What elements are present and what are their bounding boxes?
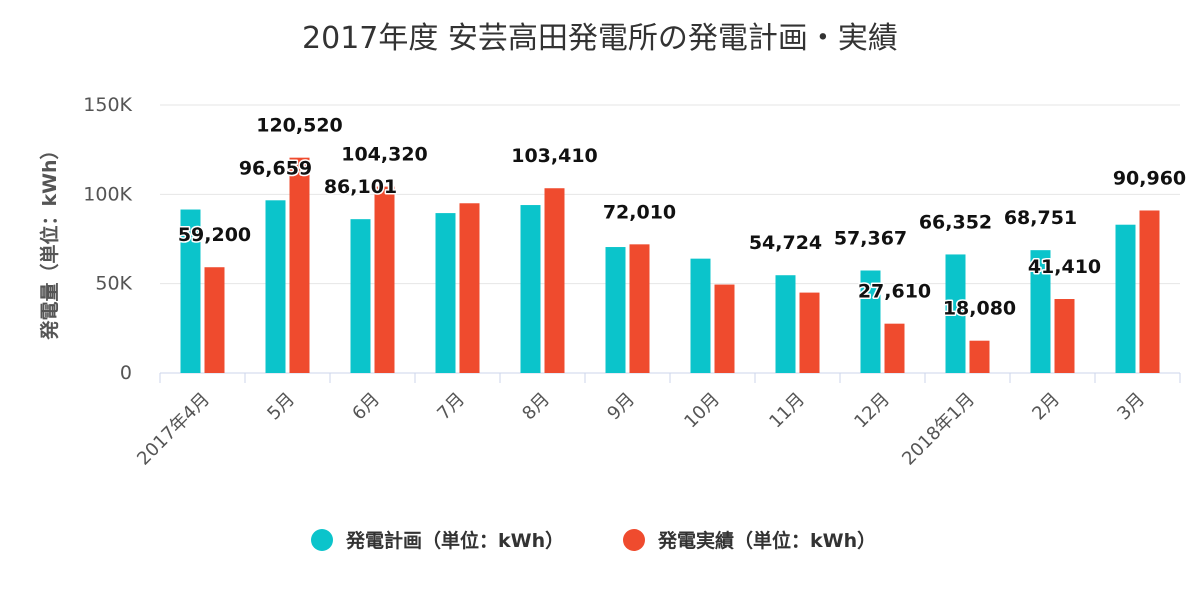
bar-s1-9	[969, 340, 990, 373]
x-tick-label-3: 7月	[433, 389, 469, 425]
y-axis-ticks: 0 50K 100K 150K	[83, 94, 132, 384]
x-tick-label-10: 2月	[1028, 389, 1064, 425]
x-tick-label-6: 10月	[680, 389, 724, 433]
x-tick-label-8: 12月	[850, 389, 894, 433]
y-axis-label: 発電量（単位：kWh）	[38, 140, 61, 340]
bar-s1-5	[629, 244, 650, 373]
data-label-s0-1: 96,659	[239, 157, 312, 179]
bar-s1-7	[799, 292, 820, 373]
legend-label-0: 発電計画（単位：kWh）	[345, 529, 564, 552]
bar-s0-2	[350, 219, 371, 373]
data-label-s1-11: 90,960	[1113, 167, 1186, 189]
data-label-s0-10: 68,751	[1004, 207, 1077, 229]
x-tick-label-1: 5月	[263, 389, 299, 425]
bar-s0-6	[690, 258, 711, 373]
legend-label-1: 発電実績（単位：kWh）	[657, 529, 876, 552]
data-label-s1-10: 41,410	[1028, 256, 1101, 278]
chart-title: 2017年度 安芸高田発電所の発電計画・実績	[302, 21, 898, 56]
x-tick-label-4: 8月	[518, 389, 554, 425]
bar-s0-11	[1115, 224, 1136, 373]
data-label-s0-2: 86,101	[324, 176, 397, 198]
legend-item-1[interactable]: 発電実績（単位：kWh）	[623, 529, 876, 552]
bar-s0-10	[1030, 250, 1051, 373]
bar-s1-2	[374, 186, 395, 373]
data-labels: 96,659 86,101 54,724 57,367 66,352 68,751 59,2…	[176, 113, 1187, 321]
y-tick-label-3: 150K	[83, 94, 132, 116]
gridlines	[160, 104, 1180, 374]
bar-s0-9	[945, 254, 966, 373]
data-label-s0-9: 66,352	[919, 211, 992, 233]
bar-s0-8	[860, 270, 881, 373]
x-tick-label-7: 11月	[765, 389, 809, 433]
bar-s1-11	[1139, 210, 1160, 373]
bars	[180, 157, 1160, 373]
legend-marker-0	[311, 529, 333, 551]
bar-s1-3	[459, 203, 480, 373]
x-tick-label-11: 3月	[1113, 389, 1149, 425]
data-label-s1-1: 120,520	[256, 115, 343, 137]
bar-s0-1	[265, 200, 286, 373]
bar-s0-5	[605, 247, 626, 373]
data-label-s1-9: 18,080	[943, 298, 1016, 320]
legend-marker-1	[623, 529, 645, 551]
bar-s1-4	[544, 188, 565, 373]
legend-item-0[interactable]: 発電計画（単位：kWh）	[311, 529, 564, 552]
x-tick-label-2: 6月	[348, 389, 384, 425]
bar-s1-8	[884, 323, 905, 373]
y-tick-label-0: 0	[120, 362, 132, 384]
x-tick-label-5: 9月	[603, 389, 639, 425]
bar-s0-7	[775, 275, 796, 373]
data-label-s1-0: 59,200	[178, 224, 251, 246]
bar-s0-0	[180, 209, 201, 373]
bar-s1-0	[204, 267, 225, 373]
bar-s1-6	[714, 284, 735, 373]
x-tick-label-0: 2017年4月	[133, 389, 214, 470]
legend[interactable]: 発電計画（単位：kWh） 発電実績（単位：kWh）	[311, 529, 876, 552]
data-label-s1-4: 103,410	[511, 145, 598, 167]
data-label-s1-5: 72,010	[603, 201, 676, 223]
data-label-s1-2: 104,320	[341, 144, 428, 166]
data-label-s0-7: 54,724	[749, 232, 822, 254]
data-label-s1-8: 27,610	[858, 281, 931, 303]
x-tick-label-9: 2018年1月	[898, 389, 979, 470]
data-label-s0-8: 57,367	[834, 228, 907, 250]
x-axis: 2017年4月 5月 6月 7月 8月 9月 10月 11月 12月 2018年1月 2月 3月	[133, 373, 1181, 470]
y-tick-label-1: 50K	[95, 273, 132, 295]
bar-s0-3	[435, 213, 456, 373]
bar-s1-10	[1054, 299, 1075, 373]
y-tick-label-2: 100K	[83, 183, 132, 205]
bar-s0-4	[520, 205, 541, 373]
bar-s1-1	[289, 157, 310, 373]
